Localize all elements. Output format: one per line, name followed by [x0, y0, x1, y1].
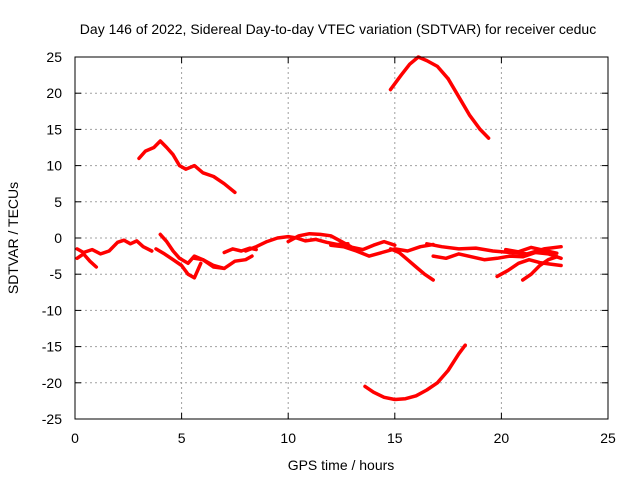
x-tick-label: 0: [71, 430, 79, 446]
series-line-arc-5: [154, 247, 203, 280]
x-tick-label: 10: [280, 430, 296, 446]
y-tick-label: -20: [42, 375, 62, 391]
chart-title: Day 146 of 2022, Sidereal Day-to-day VTE…: [80, 21, 596, 37]
grid-lines: [75, 57, 608, 419]
series-line-arc-3: [137, 139, 237, 195]
y-tick-label: 5: [54, 194, 62, 210]
y-tick-label: 10: [46, 158, 62, 174]
y-tick-label: -25: [42, 411, 62, 427]
axis-ticks: 0 5 10 15 20 25 -25 -20 -15 -10 -5 0 5 10 15 20 25: [42, 49, 616, 446]
series-line-arc-13: [446, 76, 491, 140]
y-tick-label: 15: [46, 121, 62, 137]
x-tick-label: 20: [494, 430, 510, 446]
y-tick-label: 25: [46, 49, 62, 65]
series-line-arc-4: [158, 232, 226, 271]
series-line-arc-19: [503, 245, 559, 255]
series-line-arc-2: [75, 252, 99, 269]
series-line-arc-14: [363, 343, 467, 402]
series-group: [75, 55, 563, 402]
y-tick-label: -5: [50, 266, 63, 282]
x-axis-label: GPS time / hours: [288, 457, 395, 473]
series-line-arc-11: [388, 247, 435, 282]
series-line-arc-12: [388, 55, 450, 92]
y-tick-label: 20: [46, 85, 62, 101]
series-line-arc-1: [75, 238, 154, 256]
y-tick-label: 0: [54, 230, 62, 246]
series-line-arc-18: [520, 255, 559, 282]
y-tick-label: -10: [42, 302, 62, 318]
series-line-arc-16: [431, 250, 563, 262]
y-axis-label: SDTVAR / TECUs: [5, 182, 21, 294]
series-line-arc-6: [192, 254, 254, 271]
x-tick-label: 5: [178, 430, 186, 446]
x-tick-label: 15: [387, 430, 403, 446]
series-line-arc-9: [286, 231, 397, 252]
series-line-arc-17: [495, 257, 563, 279]
series-line-arc-10: [329, 242, 435, 258]
y-tick-label: -15: [42, 339, 62, 355]
x-tick-label: 25: [600, 430, 616, 446]
